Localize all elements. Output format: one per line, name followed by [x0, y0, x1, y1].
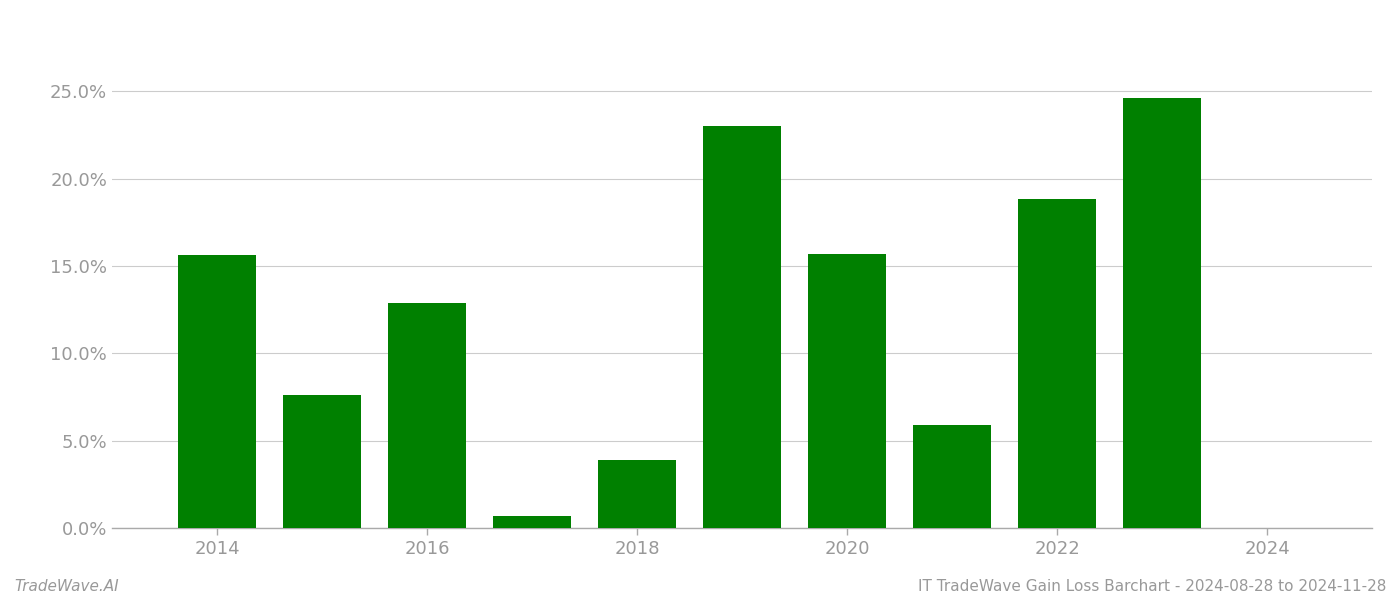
Bar [283, 395, 361, 528]
Bar [1123, 98, 1201, 528]
Text: TradeWave.AI: TradeWave.AI [14, 579, 119, 594]
Bar [178, 256, 256, 528]
Bar [808, 254, 886, 528]
Bar [493, 516, 571, 528]
Bar [1018, 199, 1096, 528]
Text: IT TradeWave Gain Loss Barchart - 2024-08-28 to 2024-11-28: IT TradeWave Gain Loss Barchart - 2024-0… [917, 579, 1386, 594]
Bar [598, 460, 676, 528]
Bar [703, 126, 781, 528]
Bar [913, 425, 991, 528]
Bar [388, 302, 466, 528]
